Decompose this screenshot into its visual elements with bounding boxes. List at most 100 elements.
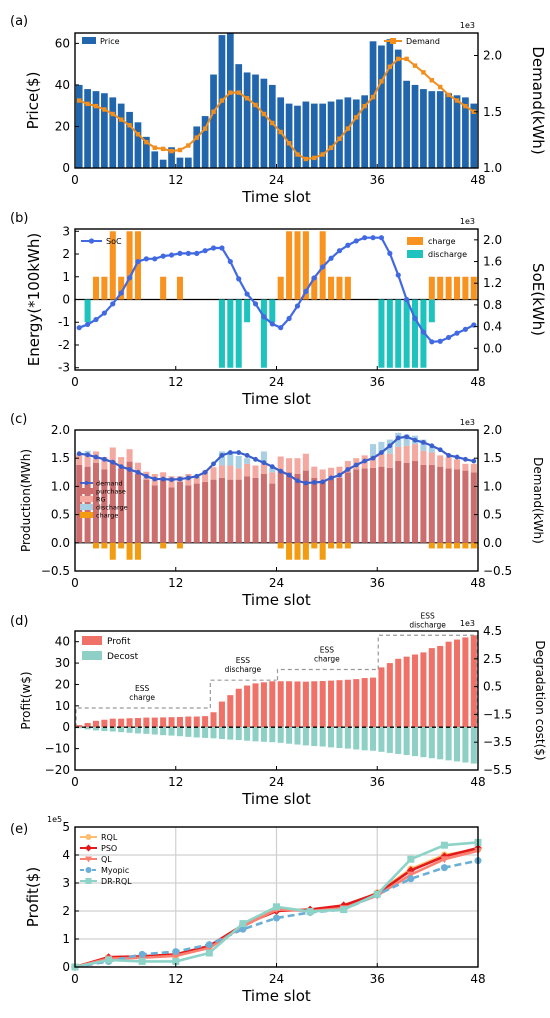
bar-profit bbox=[126, 718, 133, 728]
x-axis-label: Time slot bbox=[241, 790, 311, 808]
bar-price bbox=[184, 157, 192, 168]
bar-decost bbox=[361, 727, 368, 751]
bar-rg bbox=[420, 450, 427, 465]
bar-decost bbox=[412, 727, 419, 757]
marker-soc bbox=[126, 275, 133, 281]
y-right-tick-label: 1.6 bbox=[483, 255, 502, 269]
y-right-axis-label: Demand(kWh) bbox=[529, 46, 547, 154]
bar-price bbox=[193, 126, 201, 168]
bar-charge bbox=[302, 542, 309, 560]
bar-purchase bbox=[160, 477, 167, 543]
bar-discharge bbox=[227, 451, 234, 466]
y-tick-label: 40 bbox=[55, 78, 70, 92]
bar-decost bbox=[134, 727, 141, 734]
legend-label: discharge bbox=[428, 250, 467, 259]
bar-profit bbox=[269, 681, 276, 728]
bar-discharge bbox=[412, 299, 419, 368]
bar-profit bbox=[437, 645, 444, 728]
marker-demand bbox=[144, 139, 149, 145]
marker-soc bbox=[118, 290, 124, 296]
ess-annotation: charge bbox=[314, 654, 340, 663]
marker-ql bbox=[171, 952, 180, 960]
bar-rg bbox=[378, 454, 385, 467]
ess-annotation: ESS bbox=[236, 656, 250, 665]
marker-soc bbox=[412, 315, 418, 322]
bar-price bbox=[226, 33, 234, 168]
marker-soc bbox=[395, 272, 401, 278]
marker-demand bbox=[429, 78, 435, 83]
bar-decost bbox=[311, 727, 318, 747]
bar-charge bbox=[277, 276, 284, 300]
bar-price bbox=[168, 147, 175, 168]
marker-soc bbox=[320, 264, 326, 270]
marker-soc bbox=[462, 326, 469, 332]
marker-soc bbox=[294, 303, 301, 309]
bar-rg bbox=[244, 463, 251, 477]
marker-demand bbox=[101, 456, 107, 462]
bar-charge bbox=[470, 542, 477, 549]
legend-label: demand bbox=[96, 480, 123, 488]
marker-demand bbox=[446, 452, 452, 458]
marker-dr-rql bbox=[373, 890, 381, 898]
ess-annotation: discharge bbox=[409, 620, 446, 629]
bar-purchase bbox=[118, 468, 125, 543]
marker-demand bbox=[471, 458, 477, 464]
bar-rg bbox=[386, 453, 393, 468]
y-tick-label: 4 bbox=[62, 848, 70, 862]
bar-decost bbox=[370, 727, 377, 751]
marker-soc bbox=[110, 301, 116, 307]
marker-soc bbox=[152, 256, 158, 262]
x-axis-label: Time slot bbox=[241, 591, 311, 609]
marker-demand bbox=[421, 440, 426, 445]
bar-decost bbox=[286, 727, 293, 744]
bar-price bbox=[143, 136, 150, 168]
bar-profit bbox=[286, 681, 293, 728]
bar-charge bbox=[336, 542, 343, 549]
marker-soc bbox=[336, 248, 343, 254]
bar-profit bbox=[76, 725, 83, 728]
bar-price bbox=[394, 49, 402, 168]
marker-demand bbox=[211, 461, 216, 467]
y-right-tick-label: 0.4 bbox=[483, 320, 502, 334]
bar-decost bbox=[143, 727, 150, 734]
marker-soc bbox=[194, 250, 200, 257]
marker-soc bbox=[143, 256, 149, 262]
legend-label: purchase bbox=[96, 488, 126, 496]
legend-label: PSO bbox=[101, 844, 117, 853]
bar-purchase bbox=[328, 477, 335, 543]
bar-rg bbox=[109, 447, 116, 462]
bar-charge bbox=[92, 542, 100, 549]
y-axis-label: Energy(*100kWh) bbox=[25, 233, 43, 366]
marker-demand bbox=[362, 103, 367, 109]
y-tick-label: 1 bbox=[62, 270, 70, 284]
marker-demand bbox=[118, 464, 124, 470]
bar-rg bbox=[395, 446, 402, 462]
bar-price bbox=[302, 101, 310, 168]
bar-purchase bbox=[395, 461, 402, 543]
bar-purchase bbox=[386, 467, 393, 543]
bar-decost bbox=[462, 727, 469, 763]
bar-discharge bbox=[403, 299, 410, 368]
legend-swatch bbox=[80, 496, 93, 502]
marker-demand bbox=[320, 479, 326, 485]
marker-demand bbox=[396, 56, 401, 62]
marker-soc bbox=[420, 329, 427, 335]
y-tick-label: 0 bbox=[62, 720, 70, 734]
bar-price bbox=[411, 84, 419, 168]
bar-profit bbox=[168, 717, 175, 728]
y-right-tick-label: 1.0 bbox=[483, 161, 502, 175]
marker-demand bbox=[337, 136, 342, 141]
y-tick-label: 3 bbox=[62, 876, 70, 890]
marker-demand bbox=[236, 90, 241, 95]
bar-price bbox=[126, 111, 133, 168]
y-axis-label: Price($) bbox=[24, 72, 42, 130]
bar-decost bbox=[336, 727, 343, 748]
bar-decost bbox=[84, 727, 91, 730]
y-tick-label: 1.0 bbox=[51, 479, 70, 493]
bar-purchase bbox=[420, 464, 427, 543]
y-tick-label: 30 bbox=[55, 656, 70, 670]
ess-annotation: charge bbox=[129, 693, 155, 702]
legend-marker bbox=[85, 856, 92, 863]
y-tick-label: −20 bbox=[45, 763, 70, 777]
